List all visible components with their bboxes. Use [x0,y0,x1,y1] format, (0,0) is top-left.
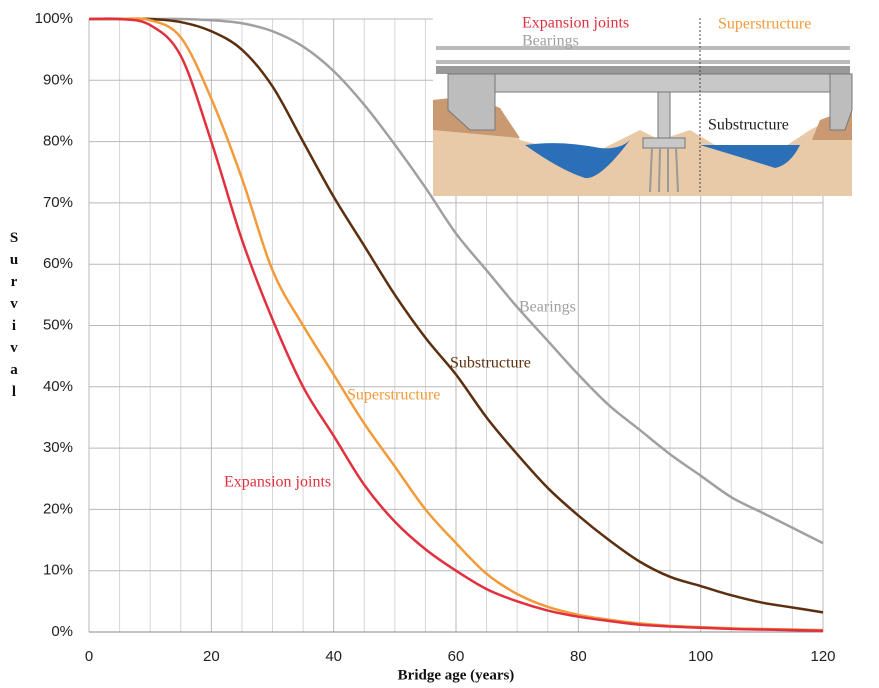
y-tick-label: 70% [43,194,73,211]
x-tick-label: 80 [570,648,587,665]
x-tick-label: 20 [203,648,220,665]
bridge-illustration: Expansion joints Bearings Superstructure… [433,12,853,196]
inset-label: Superstructure [718,16,811,33]
footing [642,137,686,149]
y-tick-label: 30% [43,439,73,456]
survival-curve [88,17,824,614]
railing [436,46,850,50]
deck [436,66,850,74]
survival-curve [88,17,824,545]
inset-label: Bearings [522,33,579,50]
y-tick-label: 20% [43,500,73,517]
series-label: Expansion joints [224,474,331,491]
water [700,145,800,168]
inset-label: Substructure [708,117,789,134]
inset-label: Expansion joints [522,15,629,32]
y-tick-label: 100% [35,10,73,27]
y-tick-label: 0% [51,623,73,640]
water [525,140,630,179]
series-label: Superstructure [347,387,440,404]
x-tick-label: 40 [325,648,342,665]
abutment [829,73,853,131]
survival-curve [88,17,824,633]
y-tick-label: 60% [43,255,73,272]
series-label: Substructure [450,355,531,372]
series-label: Bearings [519,299,576,316]
y-tick-label: 80% [43,133,73,150]
piles [649,147,679,193]
girder [494,73,831,93]
x-tick-label: 60 [448,648,465,665]
abutment [447,73,496,131]
pier [657,91,671,139]
y-tick-label: 90% [43,71,73,88]
x-tick-label: 100 [688,648,713,665]
y-axis-label: Survival [6,230,22,406]
y-tick-label: 10% [43,562,73,579]
railing [436,60,850,64]
x-axis-label: Bridge age (years) [398,667,515,683]
y-tick-label: 50% [43,316,73,333]
labels: Bridge age (years) Survival Bearings Sub… [6,230,576,683]
curves [88,17,824,633]
x-tick-label: 120 [810,648,835,665]
x-tick-label: 0 [85,648,93,665]
y-tick-label: 40% [43,378,73,395]
